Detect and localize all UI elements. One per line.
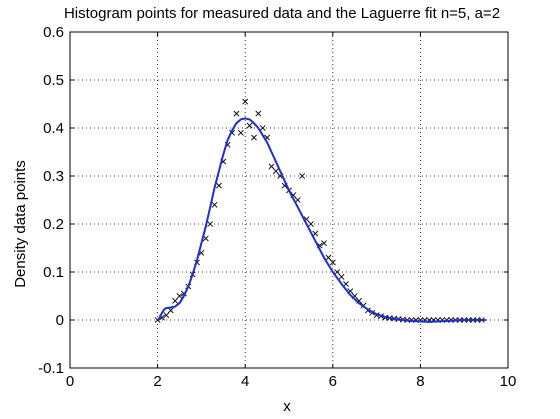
y-tick-label: 0.6 — [43, 24, 64, 41]
axes-box — [69, 31, 509, 369]
x-tick-label: 8 — [416, 373, 424, 390]
y-tick-label: 0.1 — [43, 264, 64, 281]
histogram-point-marker — [172, 297, 179, 304]
histogram-points — [154, 98, 485, 323]
y-tick-label: 0.2 — [43, 216, 64, 233]
y-tick-label: 0.5 — [43, 72, 64, 89]
histogram-point-marker — [334, 269, 341, 275]
x-axis-label: x — [283, 398, 291, 415]
grid-lines — [70, 32, 508, 368]
histogram-point-marker — [233, 110, 240, 117]
tick-marks — [69, 31, 509, 369]
x-tick-label: 6 — [329, 373, 337, 390]
histogram-point-marker — [338, 273, 345, 280]
histogram-point-marker — [163, 312, 170, 319]
histogram-point-marker — [246, 122, 253, 129]
y-tick-labels: -0.1 0 0.1 0.2 0.3 0.4 0.5 0.6 — [38, 24, 64, 377]
histogram-point-marker — [321, 240, 327, 247]
histogram-point-marker — [272, 168, 279, 175]
x-tick-labels: 0 2 4 6 8 10 — [66, 373, 517, 390]
histogram-point-marker — [299, 173, 306, 179]
x-tick-label: 4 — [241, 373, 249, 390]
histogram-point-marker — [207, 221, 214, 227]
histogram-point-marker — [255, 110, 262, 117]
histogram-point-marker — [216, 182, 222, 189]
x-tick-label: 10 — [500, 373, 517, 390]
chart-title: Histogram points for measured data and t… — [64, 5, 500, 22]
histogram-point-marker — [176, 293, 183, 299]
y-tick-label: 0 — [56, 312, 64, 329]
histogram-point-marker — [268, 163, 275, 170]
histogram-point-marker — [251, 134, 257, 141]
histogram-point-marker — [307, 221, 314, 227]
histogram-point-marker — [211, 201, 218, 208]
y-tick-label: -0.1 — [38, 360, 64, 377]
x-tick-label: 0 — [66, 373, 74, 390]
y-tick-label: 0.4 — [43, 120, 64, 137]
laguerre-fit-line — [156, 117, 487, 323]
histogram-point-marker — [237, 129, 244, 136]
histogram-point-marker — [329, 259, 336, 266]
x-tick-label: 2 — [153, 373, 161, 390]
histogram-point-marker — [259, 125, 266, 131]
histogram-point-marker — [242, 98, 249, 105]
histogram-point-marker — [325, 254, 332, 261]
y-tick-label: 0.3 — [43, 168, 64, 185]
y-axis-label: Density data points — [12, 160, 29, 288]
